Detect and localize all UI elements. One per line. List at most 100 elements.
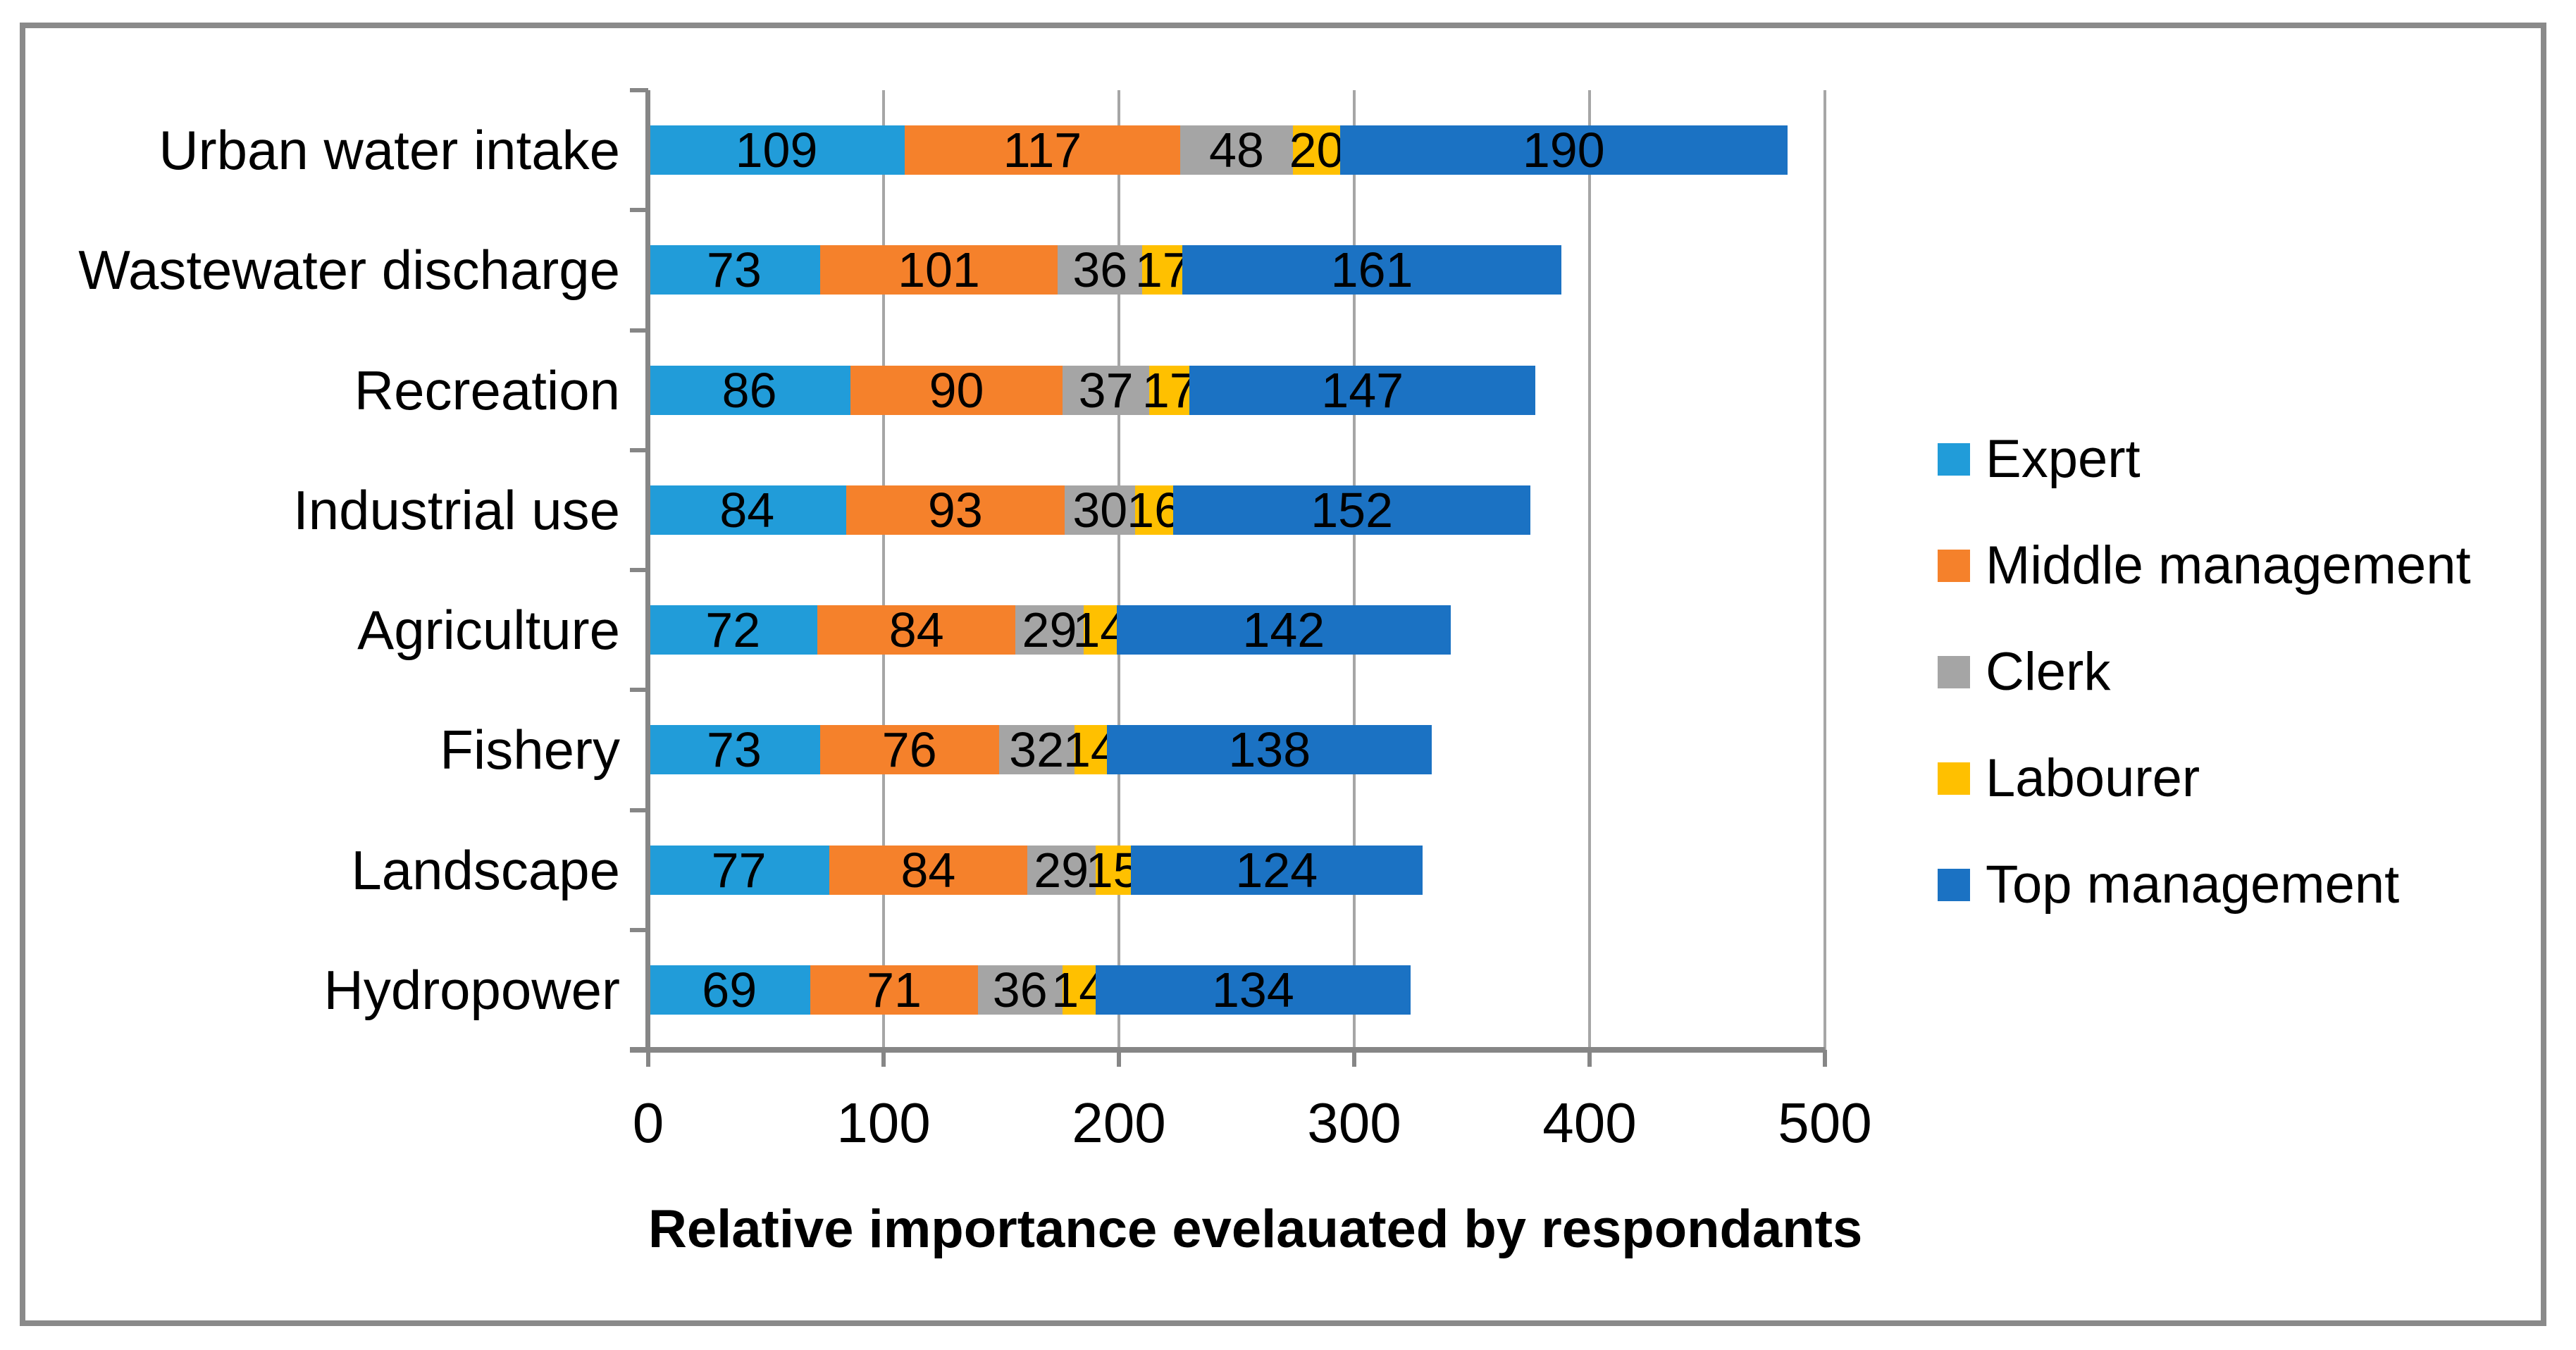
- bar-value-label: 29: [1034, 842, 1089, 898]
- bar-segment: 124: [1130, 842, 1423, 898]
- bar-value-label: 84: [719, 482, 775, 538]
- bar-value-label: 71: [867, 962, 922, 1017]
- bar-value-label: 76: [881, 722, 937, 778]
- bar-segment: 134: [1095, 965, 1411, 1015]
- x-axis-tick: [646, 1050, 650, 1067]
- bar-segment: 152: [1172, 485, 1531, 535]
- legend-swatch-icon: [1938, 762, 1970, 795]
- bar-value-label: 20: [1289, 123, 1344, 178]
- category-label: Hydropower: [323, 958, 620, 1021]
- bar-value-label: 93: [927, 482, 983, 538]
- y-axis-tick: [630, 447, 648, 452]
- bar-segment: 29: [1015, 605, 1084, 655]
- bar-segment: 86: [648, 362, 851, 418]
- category-label: Landscape: [351, 838, 620, 901]
- x-tick-label: 200: [1072, 1091, 1166, 1154]
- bar-segment: 77: [648, 842, 830, 898]
- x-axis-tick: [881, 1050, 886, 1067]
- x-axis-tick: [1352, 1050, 1356, 1067]
- legend-swatch-icon: [1938, 443, 1970, 476]
- x-tick-label: 500: [1778, 1091, 1872, 1154]
- bar-value-label: 37: [1078, 362, 1134, 418]
- legend-item: Middle management: [1938, 533, 2471, 598]
- bar-value-label: 29: [1022, 602, 1077, 658]
- bar-value-label: 73: [706, 722, 762, 778]
- bar-value-label: 90: [929, 362, 984, 418]
- bar-value-label: 16: [1127, 482, 1182, 538]
- bar-segment: 101: [819, 245, 1058, 295]
- bar-value-label: 161: [1330, 242, 1413, 298]
- bar-value-label: 72: [705, 602, 761, 658]
- bar-segment: 117: [905, 125, 1180, 175]
- category-label: Recreation: [354, 359, 620, 421]
- x-tick-label: 400: [1542, 1091, 1637, 1154]
- gridline: [1823, 90, 1826, 1050]
- x-tick-label: 100: [836, 1091, 931, 1154]
- bar-segment: 84: [648, 485, 846, 535]
- category-label: Agriculture: [357, 599, 620, 662]
- legend-swatch-icon: [1938, 550, 1970, 582]
- bar-segment: 69: [648, 962, 811, 1017]
- bar-segment: 36: [977, 962, 1063, 1017]
- category-label: Fishery: [440, 719, 620, 781]
- legend-item: Clerk: [1938, 640, 2110, 705]
- y-axis-tick: [630, 88, 648, 92]
- legend-item: Expert: [1938, 427, 2141, 492]
- bar-segment: 36: [1058, 242, 1143, 298]
- bar-value-label: 73: [706, 242, 762, 298]
- bar-segment: 30: [1065, 485, 1136, 535]
- bar-segment: 16: [1127, 485, 1182, 535]
- bar-segment: 29: [1027, 842, 1096, 898]
- bar-value-label: 77: [711, 842, 767, 898]
- gridline: [1353, 90, 1356, 1050]
- bar-segment: 14: [1063, 725, 1118, 775]
- bar-segment: 20: [1289, 125, 1344, 175]
- y-axis-tick: [630, 807, 648, 812]
- bar-segment: 161: [1182, 245, 1561, 295]
- legend-label: Top management: [1986, 855, 2400, 915]
- bar-segment: 76: [819, 722, 999, 778]
- bar-segment: 190: [1339, 123, 1788, 178]
- bar-value-label: 84: [888, 602, 944, 658]
- bar-segment: 109: [648, 125, 905, 175]
- bar-value-label: 86: [722, 362, 777, 418]
- bar-value-label: 190: [1522, 123, 1605, 178]
- x-axis-line: [630, 1047, 1825, 1053]
- bar-value-label: 17: [1134, 242, 1190, 298]
- y-axis-tick: [630, 208, 648, 213]
- bar-value-label: 142: [1242, 602, 1325, 658]
- x-axis-title: Relative importance evelauated by respon…: [648, 1199, 1863, 1259]
- gridline: [1117, 90, 1120, 1050]
- bar-segment: 84: [817, 602, 1016, 658]
- bar-value-label: 17: [1141, 362, 1197, 418]
- bar-segment: 37: [1062, 362, 1150, 418]
- bar-value-label: 36: [1072, 242, 1128, 298]
- legend-item: Top management: [1938, 853, 2399, 917]
- bar-segment: 72: [648, 602, 818, 658]
- legend-label: Expert: [1986, 429, 2141, 489]
- y-axis-tick: [630, 568, 648, 572]
- legend-label: Labourer: [1986, 748, 2200, 808]
- bar-segment: 90: [850, 362, 1063, 418]
- bar-segment: 14: [1072, 605, 1127, 655]
- bar-segment: 15: [1086, 845, 1141, 895]
- y-axis-tick: [630, 927, 648, 932]
- gridline: [882, 90, 885, 1050]
- legend-swatch-icon: [1938, 869, 1970, 901]
- legend-swatch-icon: [1938, 656, 1970, 688]
- x-tick-label: 0: [632, 1091, 664, 1154]
- bar-segment: 71: [810, 962, 978, 1017]
- bar-segment: 73: [648, 722, 820, 778]
- bar-value-label: 109: [735, 123, 818, 178]
- x-axis-tick: [1117, 1050, 1121, 1067]
- bar-segment: 93: [846, 485, 1065, 535]
- bar-value-label: 36: [992, 962, 1048, 1017]
- bar-value-label: 124: [1235, 842, 1318, 898]
- x-axis-tick: [1587, 1050, 1592, 1067]
- bar-segment: 138: [1107, 725, 1432, 775]
- bar-segment: 147: [1189, 365, 1536, 415]
- x-axis-tick: [1823, 1050, 1827, 1067]
- x-tick-label: 300: [1307, 1091, 1401, 1154]
- bar-value-label: 69: [702, 962, 757, 1017]
